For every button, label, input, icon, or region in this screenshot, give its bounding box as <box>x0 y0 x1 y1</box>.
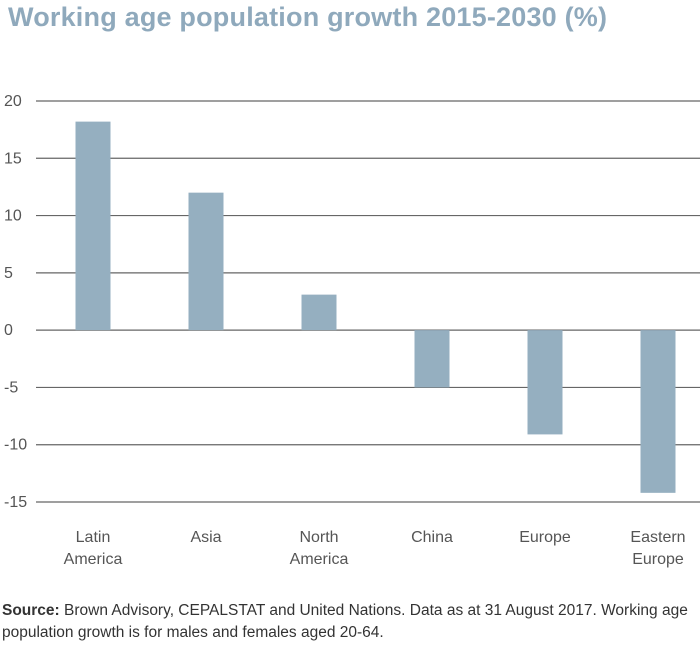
source-note: Source: Brown Advisory, CEPALSTAT and Un… <box>2 600 698 644</box>
y-tick-label: 5 <box>4 265 13 282</box>
x-category-label-line: Europe <box>632 551 684 568</box>
x-category-label: China <box>411 529 453 546</box>
y-tick-label: -10 <box>4 437 27 454</box>
y-tick-label: 0 <box>4 322 13 339</box>
x-category-label: Europe <box>519 529 571 546</box>
x-category-label-line: Eastern <box>630 529 685 546</box>
bar-chart: 20 15 10 5 0 -5 -10 -15 Latin America Asia North Am… <box>4 93 700 568</box>
x-category-label-line: North <box>299 529 338 546</box>
bar <box>527 330 563 435</box>
y-axis-tick-labels: 20 15 10 5 0 -5 -10 -15 <box>4 93 27 511</box>
x-category-label-line: Europe <box>519 529 571 546</box>
source-text: Brown Advisory, CEPALSTAT and United Nat… <box>2 602 688 641</box>
gridlines <box>36 100 700 503</box>
bar <box>640 330 676 493</box>
x-category-label: Asia <box>190 529 221 546</box>
chart-title: Working age population growth 2015-2030 … <box>8 2 608 32</box>
x-category-label: North America <box>290 529 349 568</box>
bar <box>301 294 337 331</box>
x-category-label-line: China <box>411 529 453 546</box>
x-category-label-line: Asia <box>190 529 221 546</box>
y-tick-label: 10 <box>4 208 22 225</box>
x-category-label-line: America <box>64 551 123 568</box>
bar <box>75 121 111 331</box>
source-label: Source: <box>2 602 60 619</box>
y-tick-label: 15 <box>4 150 22 167</box>
bar <box>414 330 450 388</box>
y-tick-label: -5 <box>4 379 18 396</box>
x-category-label-line: America <box>290 551 349 568</box>
x-category-label-line: Latin <box>76 529 111 546</box>
bars <box>75 121 676 493</box>
x-category-label: Latin America <box>64 529 123 568</box>
x-category-label: Eastern Europe <box>630 529 685 568</box>
y-tick-label: -15 <box>4 494 27 511</box>
y-tick-label: 20 <box>4 93 22 110</box>
bar <box>188 192 224 331</box>
